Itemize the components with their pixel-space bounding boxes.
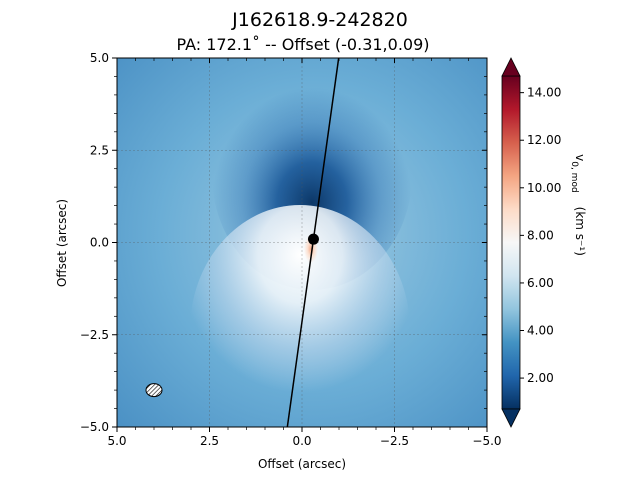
x-axis-ticks: 5.0 2.5 0.0 −2.5 −5.0 bbox=[107, 58, 502, 448]
y-axis-label: Offset (arcsec) bbox=[55, 199, 69, 287]
colorbar-ticks: 2.00 4.00 6.00 8.00 10.00 12.00 14.00 bbox=[520, 86, 561, 385]
colorbar-tick-label: 6.00 bbox=[527, 276, 554, 290]
x-axis-label: Offset (arcsec) bbox=[258, 457, 346, 471]
y-tick-label: 2.5 bbox=[90, 143, 109, 157]
map-lowvelocity-lobe bbox=[190, 205, 410, 427]
y-tick-label: −2.5 bbox=[80, 328, 109, 342]
chart-subtitle: PA: 172.1˚ -- Offset (-0.31,0.09) bbox=[176, 35, 429, 54]
colorbar-label-sub: 0, mod bbox=[569, 161, 579, 192]
y-tick-label: 0.0 bbox=[90, 236, 109, 250]
grid bbox=[117, 58, 487, 427]
colorbar-label-main: v bbox=[573, 154, 587, 161]
colorbar-tick-label: 10.00 bbox=[527, 181, 561, 195]
colorbar-tick-label: 14.00 bbox=[527, 86, 561, 100]
y-tick-label: −5.0 bbox=[80, 420, 109, 434]
y-tick-label: 5.0 bbox=[90, 51, 109, 65]
chart-title: J162618.9-242820 bbox=[231, 9, 408, 31]
colorbar-tick-label: 8.00 bbox=[527, 228, 554, 242]
y-axis-ticks: 5.0 2.5 0.0 −2.5 −5.0 bbox=[80, 51, 487, 434]
colorbar-tick-label: 4.00 bbox=[527, 324, 554, 338]
colorbar-label: v0, mod (km s⁻¹) bbox=[569, 154, 587, 256]
x-tick-label: 0.0 bbox=[292, 434, 311, 448]
colorbar-tick-label: 12.00 bbox=[527, 133, 561, 147]
colorbar-extend-min bbox=[501, 408, 521, 428]
svg-text:v0, mod(km s⁻¹): v0, mod (km s⁻¹) bbox=[569, 154, 587, 256]
x-tick-label: −5.0 bbox=[472, 434, 501, 448]
colorbar: 2.00 4.00 6.00 8.00 10.00 12.00 14.00 v0, mod (… bbox=[501, 57, 587, 428]
x-tick-label: 2.5 bbox=[200, 434, 219, 448]
colorbar-gradient bbox=[501, 75, 521, 410]
x-tick-label: −2.5 bbox=[380, 434, 409, 448]
colorbar-tick-label: 2.00 bbox=[527, 371, 554, 385]
plot-area: 5.0 2.5 0.0 −2.5 −5.0 5.0 2.5 0.0 −2.5 −5.0 bbox=[80, 51, 502, 448]
disk-center-marker bbox=[307, 233, 319, 245]
beam-ellipse bbox=[145, 383, 163, 398]
colorbar-extend-max bbox=[501, 57, 521, 77]
x-tick-label: 5.0 bbox=[107, 434, 126, 448]
colorbar-label-unit: (km s⁻¹) bbox=[573, 207, 587, 256]
